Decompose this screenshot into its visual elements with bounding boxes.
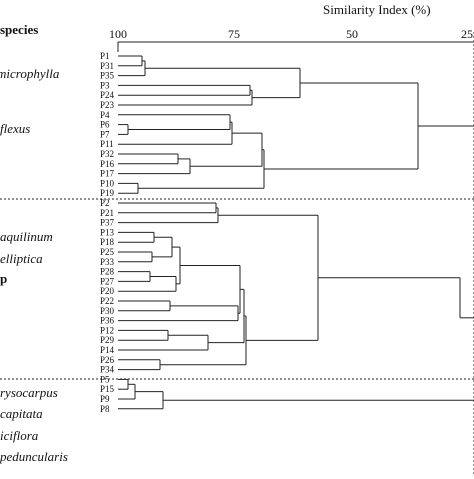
leaf-label: P4 (100, 110, 110, 120)
leaf-label: P17 (100, 169, 115, 179)
leaf-label: P35 (100, 71, 115, 81)
leaf-label: P15 (100, 384, 115, 394)
leaf-label: P8 (100, 404, 110, 414)
species-label-capitata: capitata (0, 406, 43, 421)
leaf-label: P37 (100, 218, 115, 228)
group-marker-label: p (0, 271, 8, 286)
axis-tick-label: 75 (228, 27, 240, 41)
leaf-label: P33 (100, 257, 115, 267)
leaf-label: P13 (100, 227, 115, 237)
leaf-label: P10 (100, 178, 115, 188)
leaf-label: P36 (100, 316, 115, 326)
leaf-label: P9 (100, 394, 110, 404)
leaf-label: P24 (100, 90, 115, 100)
leaf-label: P19 (100, 188, 115, 198)
leaf-label: P29 (100, 335, 115, 345)
leaf-label: P1 (100, 51, 110, 61)
leaf-label: P26 (100, 355, 115, 365)
leaf-label: P27 (100, 276, 115, 286)
leaf-label: P16 (100, 159, 115, 169)
leaf-label: P11 (100, 139, 114, 149)
leaf-label: P20 (100, 286, 115, 296)
leaf-label: P21 (100, 208, 114, 218)
leaf-label: P34 (100, 365, 115, 375)
leaf-label: P22 (100, 296, 114, 306)
species-column-header: species (0, 22, 39, 37)
leaf-label: P18 (100, 237, 115, 247)
leaf-label: P30 (100, 306, 115, 316)
leaf-label: P3 (100, 80, 110, 90)
species-label-aquilinum: aquilinum (0, 229, 53, 244)
axis-tick-label: 100 (109, 27, 127, 41)
leaf-label: P6 (100, 120, 110, 130)
species-label-rysocarpus: rysocarpus (0, 385, 58, 400)
species-label-flexus: flexus (0, 121, 31, 136)
leaf-label: P31 (100, 61, 114, 71)
leaf-label: P32 (100, 149, 114, 159)
leaf-label: P25 (100, 247, 115, 257)
leaf-label: P23 (100, 100, 115, 110)
species-label-iciflora: iciflora (0, 428, 39, 443)
species-label-microphylla: microphylla (0, 66, 60, 81)
leaf-label: P28 (100, 267, 115, 277)
species-label-peduncularis: peduncularis (0, 449, 68, 464)
leaf-label: P14 (100, 345, 115, 355)
leaf-label: P2 (100, 198, 110, 208)
species-label-elliptica: elliptica (0, 251, 43, 266)
axis-tick-label: 50 (346, 27, 358, 41)
leaf-label: P12 (100, 325, 114, 335)
axis-tick-label: 25 (461, 27, 473, 41)
leaf-label: P7 (100, 129, 110, 139)
axis-title: Similarity Index (%) (323, 2, 431, 17)
